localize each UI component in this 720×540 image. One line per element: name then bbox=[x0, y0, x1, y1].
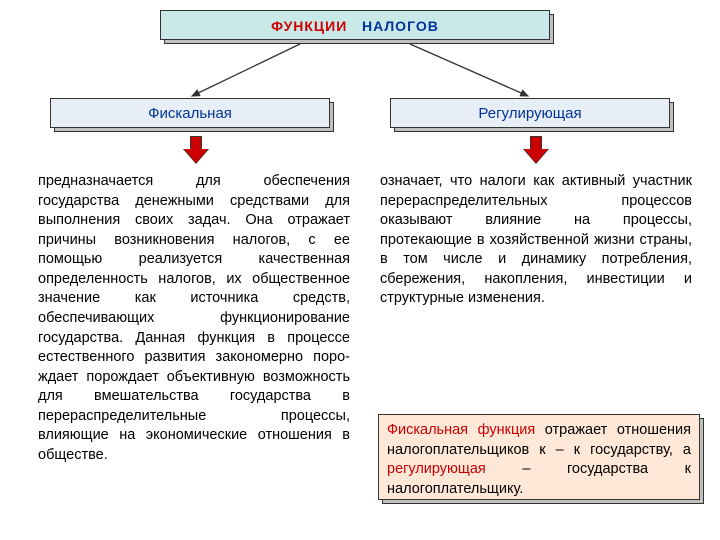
summary-front: Фискальная функция отражает отношения на… bbox=[378, 414, 700, 500]
summary-kw1: Фискальная функция bbox=[387, 422, 535, 438]
title-text: ФУНКЦИИ НАЛОГОВ bbox=[161, 11, 549, 41]
arrow-right-stem bbox=[530, 136, 542, 150]
sub-box-right: Регулирующая bbox=[390, 98, 670, 132]
summary-text: Фискальная функция отражает отношения на… bbox=[379, 415, 699, 505]
title-box: ФУНКЦИИ НАЛОГОВ bbox=[160, 10, 550, 44]
body-text-left: предназначается для обеспечения государс… bbox=[38, 172, 350, 465]
body-text-right: означает, что налоги как активный участн… bbox=[380, 172, 692, 309]
sub-right-front: Регулирующая bbox=[390, 98, 670, 128]
sub-right-label: Регулирующая bbox=[391, 99, 669, 129]
title-left-word: ФУНКЦИИ bbox=[271, 18, 347, 34]
arrow-left-stem bbox=[190, 136, 202, 150]
arrow-left-head bbox=[184, 149, 208, 163]
title-right-word: НАЛОГОВ bbox=[362, 18, 439, 34]
summary-kw2: регулирующая bbox=[387, 461, 486, 477]
arrow-right-head bbox=[524, 149, 548, 163]
summary-box: Фискальная функция отражает отношения на… bbox=[378, 414, 700, 504]
sub-box-left: Фискальная bbox=[50, 98, 330, 132]
title-front: ФУНКЦИИ НАЛОГОВ bbox=[160, 10, 550, 40]
sub-left-front: Фискальная bbox=[50, 98, 330, 128]
sub-left-label: Фискальная bbox=[51, 99, 329, 129]
